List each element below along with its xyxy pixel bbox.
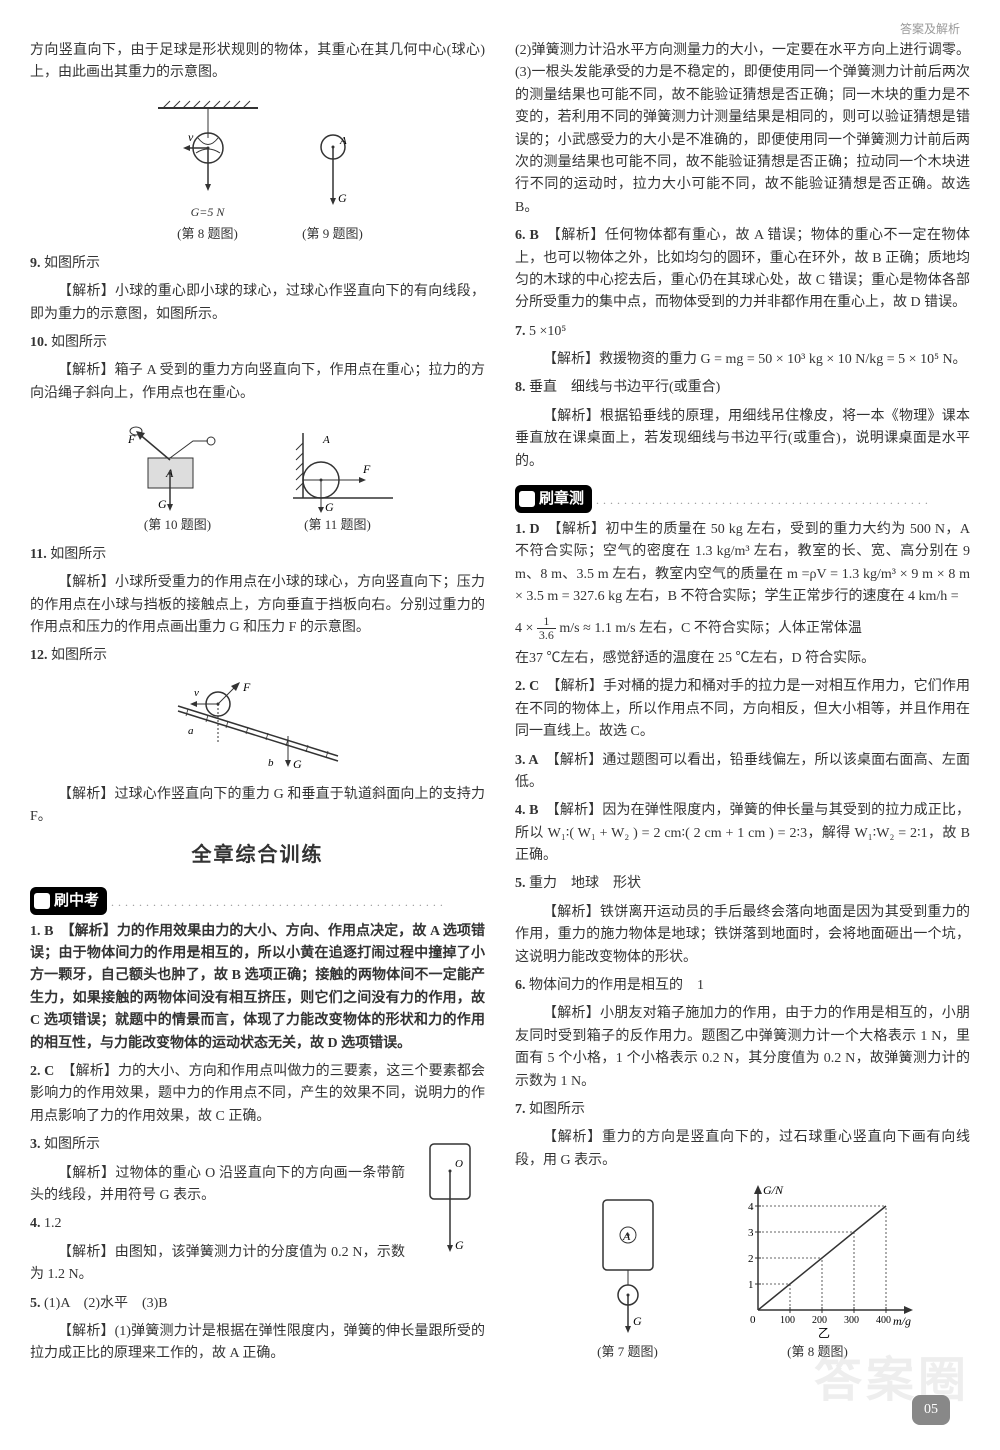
svg-text:m/g: m/g (893, 1314, 911, 1328)
figure-10-11: A F G (第 10 题图) (30, 413, 485, 536)
badge-shuazhangce: 刷章测 (515, 485, 592, 513)
q12-jiexi: 【解析】过球心作竖直向下的重力 G 和垂直于轨道斜面向上的支持力 F。 (30, 784, 485, 829)
svg-text:200: 200 (812, 1315, 827, 1326)
szk-q5-cont: (2)弹簧测力计沿水平方向测量力的大小，一定要在水平方向上进行调零。(3)一根头… (515, 40, 970, 219)
dots: ········································… (111, 898, 447, 912)
q9: 9. 如图所示 (30, 253, 485, 275)
fig7r: A G (第 7 题图) (568, 1190, 688, 1363)
svg-text:G: G (338, 191, 347, 205)
szk-q7: 7. 5 ×10⁵ (515, 321, 970, 343)
q9-jiexi: 【解析】小球的重心即小球的球心，过球心作竖直向下的有向线段，即为重力的示意图，如… (30, 281, 485, 326)
svg-text:400: 400 (876, 1315, 891, 1326)
svg-text:F: F (242, 680, 251, 694)
svg-text:F: F (362, 462, 371, 476)
svg-text:0: 0 (750, 1314, 756, 1326)
figure-12: v F a b G (30, 676, 485, 776)
svg-text:a: a (188, 725, 194, 737)
szk-q5: 5. (1)A (2)水平 (3)B (30, 1293, 485, 1315)
left-column: 方向竖直向下，由于足球是形状规则的物体，其重心在其几何中心(球心)上，由此画出其… (30, 40, 485, 1372)
right-column: (2)弹簧测力计沿水平方向测量力的大小，一定要在水平方向上进行调零。(3)一根头… (515, 40, 970, 1372)
svg-text:100: 100 (780, 1315, 795, 1326)
szc-q4: 4. B 【解析】因为在弹性限度内，弹簧的伸长量与其受到的拉力成正比，所以 W₁… (515, 800, 970, 867)
q10: 10. 如图所示 (30, 332, 485, 354)
szk-q6: 6. B 【解析】任何物体都有重心，故 A 错误；物体的重心不一定在物体上，也可… (515, 225, 970, 315)
fig7r-label: (第 7 题图) (568, 1342, 688, 1363)
fig9-label: (第 9 题图) (298, 224, 368, 245)
szk-q8-jiexi: 【解析】根据铅垂线的原理，用细线吊住橡皮，将一本《物理》课本垂直放在课桌面上，若… (515, 406, 970, 473)
svg-text:G: G (293, 757, 302, 771)
szk-q1: 1. B 【解析】力的作用效果由力的大小、方向、作用点决定，故 A 选项错误；由… (30, 921, 485, 1055)
szk-q8: 8. 垂直 细线与书边平行(或重合) (515, 377, 970, 399)
svg-text:4: 4 (748, 1201, 754, 1213)
svg-text:A: A (322, 434, 330, 446)
szc-q6: 6. 物体间力的作用是相互的 1 (515, 975, 970, 997)
szk-q7-jiexi: 【解析】救援物资的重力 G = mg = 50 × 10³ kg × 10 N/… (515, 349, 970, 371)
badge-row-1: 刷中考 ····································… (30, 881, 485, 921)
intro-text: 方向竖直向下，由于足球是形状规则的物体，其重心在其几何中心(球心)上，由此画出其… (30, 40, 485, 85)
szc-q2: 2. C 【解析】手对桶的提力和桶对手的拉力是一对相互作用力，它们作用在不同的物… (515, 676, 970, 743)
fig9-container: A G (第 9 题图) (298, 112, 368, 245)
fig8-g-label: G=5 N (148, 203, 268, 222)
badge-row-2: 刷章测 ····································… (515, 479, 970, 519)
szk-q5-jiexi: 【解析】(1)弹簧测力计是根据在弹性限度内，弹簧的伸长量跟所受的拉力成正比的原理… (30, 1321, 485, 1366)
fig11: G F A (第 11 题图) (273, 413, 403, 536)
svg-text:3: 3 (748, 1227, 754, 1239)
fig10-label: (第 10 题图) (113, 515, 243, 536)
szc-q5: 5. 重力 地球 形状 (515, 873, 970, 895)
fig9-svg: A G (298, 112, 368, 222)
szc-q5-jiexi: 【解析】铁饼离开运动员的手后最终会落向地面是因为其受到重力的作用，重力的施力物体… (515, 902, 970, 969)
svg-text:乙: 乙 (818, 1326, 830, 1340)
szc-q7-jiexi: 【解析】重力的方向是竖直向下的，过石球重心竖直向下画有向线段，用 G 表示。 (515, 1127, 970, 1172)
page-header-right: 答案及解析 (900, 20, 960, 39)
page-number: 05 (912, 1395, 950, 1425)
svg-text:1: 1 (748, 1279, 754, 1291)
szc-q1-p1: 1. D 【解析】初中生的质量在 50 kg 左右，受到的重力大约为 500 N… (515, 519, 970, 609)
q11-jiexi: 【解析】小球所受重力的作用点在小球的球心，方向竖直向下；压力的作用点在小球与挡板… (30, 572, 485, 639)
figure-7-8-right: A G (第 7 题图) G/N (515, 1180, 970, 1363)
q12: 12. 如图所示 (30, 645, 485, 667)
badge-shuazhongkao: 刷中考 (30, 887, 107, 915)
fig8r-chart: G/N m/g 1 2 3 4 100 200 300 400 0 (718, 1180, 918, 1363)
q10-jiexi: 【解析】箱子 A 受到的重力方向竖直向下，作用点在重心；拉力的方向沿绳子斜向上，… (30, 360, 485, 405)
svg-text:G: G (633, 1314, 642, 1328)
fig8-container: v G=5 N (第 8 题图) (148, 93, 268, 245)
szc-q3: 3. A 【解析】通过题图可以看出，铅垂线偏左，所以该桌面右面高、左面低。 (515, 750, 970, 795)
fig10: A F G (第 10 题图) (113, 413, 243, 536)
svg-text:G: G (158, 497, 167, 511)
fig8-label: (第 8 题图) (148, 224, 268, 245)
svg-text:b: b (268, 757, 274, 769)
svg-text:300: 300 (844, 1315, 859, 1326)
szc-q6-jiexi: 【解析】小朋友对箱子施加力的作用，由于力的作用是相互的，小朋友同时受到箱子的反作… (515, 1003, 970, 1093)
svg-text:v: v (188, 130, 194, 144)
q11: 11. 如图所示 (30, 544, 485, 566)
szk-q4-jiexi: 【解析】由图知，该弹簧测力计的分度值为 0.2 N，示数为 1.2 N。 (30, 1242, 405, 1287)
svg-text:G/N: G/N (763, 1183, 784, 1197)
svg-text:v: v (194, 687, 199, 699)
svg-text:2: 2 (748, 1253, 754, 1265)
szk-q3-jiexi: 【解析】过物体的重心 O 沿竖直向下的方向画一条带箭头的线段，并用符号 G 表示… (30, 1163, 405, 1208)
dots2: ········································… (596, 496, 932, 510)
figure-8-9: v G=5 N (第 8 题图) A G (第 9 题图) (30, 93, 485, 245)
fig11-label: (第 11 题图) (273, 515, 403, 536)
svg-text:A: A (339, 135, 347, 147)
szk-q3: 3. 如图所示 (30, 1134, 405, 1156)
svg-text:O: O (455, 1158, 463, 1170)
section-title: 全章综合训练 (30, 839, 485, 871)
svg-text:G: G (325, 500, 334, 513)
szc-q7: 7. 如图所示 (515, 1099, 970, 1121)
szk-q4: 4. 1.2 (30, 1213, 405, 1235)
main-columns: 方向竖直向下，由于足球是形状规则的物体，其重心在其几何中心(球心)上，由此画出其… (30, 40, 970, 1372)
szc-q1-p3: 在37 ℃左右，感觉舒适的温度在 25 ℃左右，D 符合实际。 (515, 648, 970, 670)
fig3: O G (415, 1134, 485, 1292)
szk-q2: 2. C 【解析】力的大小、方向和作用点叫做力的三要素，这三个要素都会影响力的作… (30, 1061, 485, 1128)
svg-text:G: G (455, 1238, 464, 1252)
fig8-svg: v (148, 93, 268, 203)
szc-q1-p2: 4 × 13.6 m/s ≈ 1.1 m/s 左右，C 不符合实际；人体正常体温 (515, 615, 970, 642)
